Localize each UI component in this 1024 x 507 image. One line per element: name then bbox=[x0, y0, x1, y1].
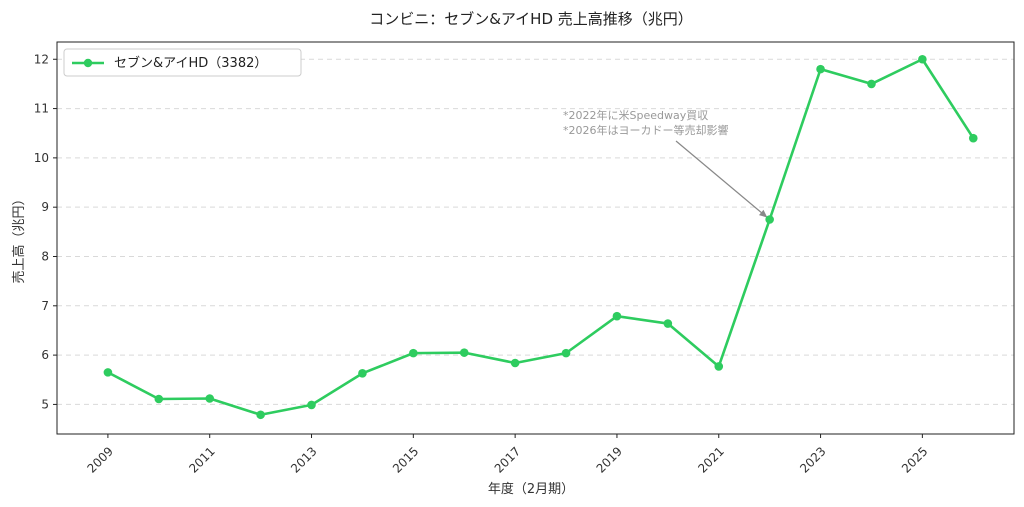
data-point bbox=[663, 319, 673, 328]
data-point bbox=[867, 79, 876, 89]
y-tick-label: 11 bbox=[34, 102, 49, 116]
y-tick-label: 8 bbox=[41, 249, 49, 263]
y-tick-label: 10 bbox=[34, 151, 49, 165]
data-point bbox=[307, 400, 316, 410]
data-point bbox=[968, 133, 978, 143]
x-tick-label: 2011 bbox=[186, 444, 217, 475]
x-tick-label: 2023 bbox=[797, 444, 828, 475]
x-tick-label: 2015 bbox=[390, 444, 421, 475]
data-point bbox=[459, 348, 469, 357]
y-tick-label: 12 bbox=[34, 52, 49, 66]
data-point bbox=[918, 54, 927, 64]
chart-title: コンビニ：セブン&アイHD 売上高推移（兆円） bbox=[369, 10, 693, 28]
x-tick-label: 2017 bbox=[492, 444, 523, 475]
y-axis: 5 6 7 8 9 10 11 12 bbox=[34, 52, 57, 411]
plot-frame bbox=[56, 41, 1015, 435]
x-tick-label: 2025 bbox=[899, 444, 930, 475]
data-point bbox=[205, 394, 215, 403]
x-axis-title: 年度（2月期） bbox=[488, 481, 574, 497]
data-point bbox=[816, 64, 825, 74]
grid-lines bbox=[57, 58, 1014, 405]
data-point bbox=[154, 394, 164, 404]
data-point bbox=[358, 369, 367, 378]
x-tick-label: 2021 bbox=[695, 444, 726, 475]
annotation-arrow-line bbox=[675, 140, 768, 219]
legend-label: セブン&アイHD（3382） bbox=[114, 55, 267, 71]
data-point bbox=[612, 311, 622, 321]
annotation-line-2: *2026年はヨーカドー等売却影響 bbox=[563, 123, 729, 137]
y-tick-label: 9 bbox=[41, 200, 49, 214]
data-point bbox=[561, 348, 571, 358]
y-tick-label: 6 bbox=[41, 348, 49, 362]
data-point bbox=[256, 410, 265, 420]
series-line bbox=[107, 57, 975, 417]
x-tick-label: 2013 bbox=[288, 444, 319, 475]
y-tick-label: 7 bbox=[41, 299, 49, 313]
annotation-line-1: *2022年に米Speedway買収 bbox=[563, 108, 708, 122]
x-tick-label: 2009 bbox=[85, 444, 116, 475]
data-point bbox=[510, 358, 520, 368]
data-point bbox=[765, 215, 774, 224]
annotation: *2022年に米Speedway買収 *2026年はヨーカドー等売却影響 bbox=[563, 108, 768, 219]
annotation-arrow-head bbox=[758, 209, 768, 218]
legend-box bbox=[63, 48, 302, 77]
legend-point-marker bbox=[83, 58, 93, 68]
legend: セブン&アイHD（3382） bbox=[63, 48, 302, 77]
data-point bbox=[103, 368, 113, 377]
x-axis: 2009 2011 2013 2015 2017 2019 2021 2023 2025 bbox=[85, 434, 930, 476]
series-layer bbox=[103, 54, 978, 420]
y-tick-label: 5 bbox=[41, 397, 49, 411]
y-axis-title: 売上高（兆円） bbox=[11, 192, 27, 283]
x-tick-label: 2019 bbox=[594, 444, 625, 475]
data-point bbox=[714, 362, 724, 371]
data-point bbox=[409, 348, 418, 358]
